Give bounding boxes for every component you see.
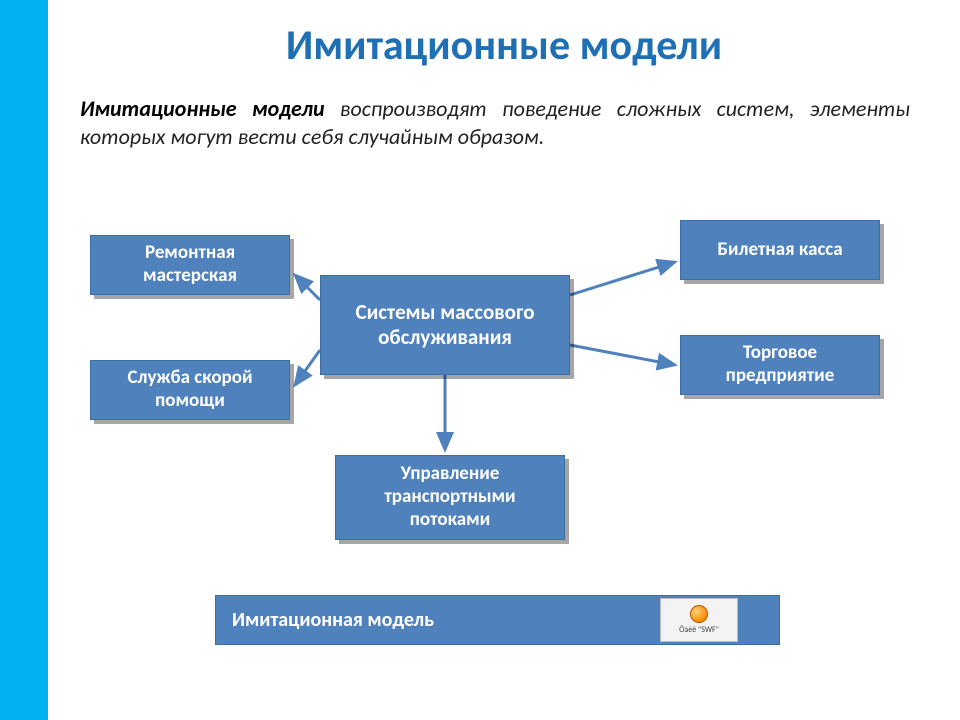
accent-bar <box>0 0 48 720</box>
page-title: Имитационные модели <box>48 20 960 71</box>
node-ambulance: Служба скорой помощи <box>90 360 290 420</box>
footer-label: Имитационная модель <box>232 608 434 632</box>
node-traffic-control: Управление транспортными потоками <box>335 455 565 540</box>
subtitle: Имитационные модели воспроизводят поведе… <box>80 95 910 150</box>
node-repair-workshop: Ремонтная мастерская <box>90 235 290 295</box>
node-trade-enterprise: Торговое предприятие <box>680 335 880 395</box>
swf-icon-label: Ôàéë "SWF" <box>679 625 719 635</box>
swf-glyph-icon <box>690 605 708 623</box>
node-center: Системы массового обслуживания <box>320 275 570 375</box>
subtitle-lead: Имитационные модели <box>80 95 325 122</box>
node-ticket-office: Билетная касса <box>680 220 880 280</box>
swf-file-icon[interactable]: Ôàéë "SWF" <box>660 598 738 642</box>
